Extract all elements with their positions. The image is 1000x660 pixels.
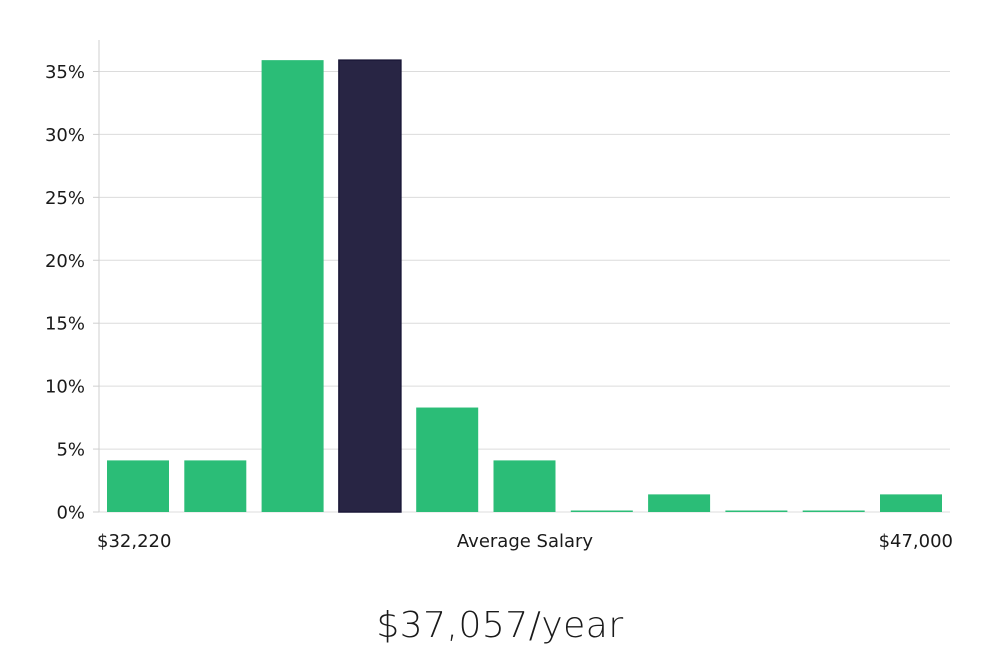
salary-histogram-chart: 0% 5% 10% 15% 20% 25% 30% 35% $32,220 Average S… xyxy=(45,40,953,552)
histogram-bar xyxy=(107,460,169,512)
bars xyxy=(107,59,942,513)
histogram-bar xyxy=(261,60,324,512)
y-tick-label: 15% xyxy=(45,314,85,335)
y-tick-label: 35% xyxy=(45,62,85,83)
y-tick-label: 0% xyxy=(56,503,85,524)
y-tick-label: 5% xyxy=(56,440,85,461)
x-min-label: $32,220 xyxy=(97,531,171,552)
x-axis-title: Average Salary xyxy=(457,531,594,552)
y-tick-labels: 0% 5% 10% 15% 20% 25% 30% 35% xyxy=(45,62,85,524)
histogram-bar xyxy=(802,510,865,512)
y-tick-label: 10% xyxy=(45,377,85,398)
histogram-bar xyxy=(725,510,788,512)
histogram-bar xyxy=(570,510,633,512)
histogram-bar xyxy=(880,494,942,512)
histogram-bar xyxy=(493,460,556,512)
y-tick-label: 20% xyxy=(45,251,85,272)
grid-lines xyxy=(93,70,950,513)
x-axis-labels: $32,220 Average Salary $47,000 xyxy=(97,531,953,552)
y-tick-label: 25% xyxy=(45,188,85,209)
y-tick-label: 30% xyxy=(45,125,85,146)
histogram-bar xyxy=(184,460,247,512)
histogram-bar xyxy=(416,407,479,512)
average-salary-value: $37,057/year xyxy=(376,605,624,646)
x-max-label: $47,000 xyxy=(879,531,953,552)
histogram-bar-highlighted xyxy=(338,59,402,513)
histogram-bar xyxy=(648,494,711,512)
